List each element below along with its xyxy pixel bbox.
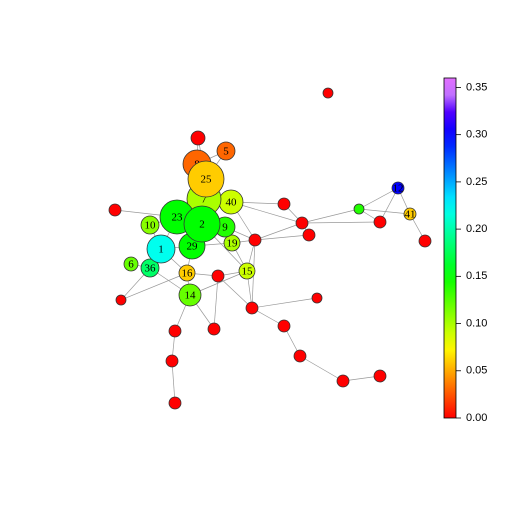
node-label: 25 bbox=[201, 174, 213, 186]
tick-label: 0.25 bbox=[466, 176, 487, 188]
tick-label: 0.35 bbox=[466, 81, 487, 93]
node bbox=[277, 197, 291, 211]
tick-label: 0.20 bbox=[466, 223, 487, 235]
node bbox=[140, 258, 160, 278]
edge bbox=[120, 272, 188, 301]
node bbox=[245, 301, 259, 315]
node bbox=[178, 283, 202, 307]
node-label: 2 bbox=[199, 219, 205, 231]
edge bbox=[301, 221, 381, 224]
node bbox=[373, 215, 387, 229]
node-label: 1 bbox=[158, 244, 164, 256]
node-label: 14 bbox=[185, 290, 197, 302]
edge bbox=[171, 360, 176, 404]
node bbox=[190, 130, 206, 146]
node bbox=[187, 160, 225, 198]
edge bbox=[213, 275, 219, 330]
node bbox=[216, 141, 236, 161]
node bbox=[295, 216, 309, 230]
node bbox=[373, 369, 387, 383]
tick-label: 0.15 bbox=[466, 270, 487, 282]
node bbox=[248, 233, 262, 247]
node bbox=[336, 374, 350, 388]
node-label: 15 bbox=[242, 266, 254, 278]
node-label: 9 bbox=[222, 222, 228, 234]
node bbox=[238, 262, 256, 280]
edges bbox=[114, 137, 426, 404]
colorbar-axis: 0.00 0.05 0.10 0.15 0.20 0.25 0.30 0.35 bbox=[456, 81, 487, 424]
node-label: 7 bbox=[201, 194, 207, 206]
tick-label: 0.10 bbox=[466, 317, 487, 329]
node bbox=[168, 324, 182, 338]
node-label: 29 bbox=[187, 241, 199, 253]
node bbox=[108, 203, 122, 217]
node-label: 41 bbox=[405, 209, 416, 221]
node bbox=[302, 228, 316, 242]
node-label: 16 bbox=[182, 268, 194, 280]
node bbox=[391, 181, 405, 195]
nodes: 1241619161551036914402981723252 bbox=[108, 87, 432, 410]
node bbox=[183, 205, 221, 243]
node bbox=[115, 294, 127, 306]
node-label: 19 bbox=[227, 238, 239, 250]
edge bbox=[251, 297, 318, 309]
edge bbox=[299, 355, 344, 382]
node-label: 12 bbox=[393, 183, 404, 195]
edge bbox=[217, 275, 253, 309]
tick-label: 0.30 bbox=[466, 129, 487, 141]
edge bbox=[254, 222, 303, 241]
node bbox=[140, 215, 160, 235]
node bbox=[293, 349, 307, 363]
colorbar bbox=[443, 77, 457, 419]
node bbox=[322, 87, 334, 99]
node bbox=[168, 396, 182, 410]
node bbox=[146, 234, 176, 264]
node-label: 36 bbox=[145, 263, 157, 275]
node bbox=[223, 234, 241, 252]
node-label: 5 bbox=[223, 146, 229, 158]
node bbox=[123, 256, 139, 272]
node-label: 6 bbox=[128, 259, 134, 271]
tick-label: 0.05 bbox=[466, 365, 487, 377]
edge bbox=[301, 208, 360, 224]
node bbox=[311, 292, 323, 304]
edge bbox=[358, 208, 411, 215]
node-label: 10 bbox=[145, 220, 157, 232]
node bbox=[165, 354, 179, 368]
node bbox=[277, 319, 291, 333]
node-label: 40 bbox=[226, 197, 238, 209]
node bbox=[211, 269, 225, 283]
edge bbox=[358, 187, 399, 210]
edge bbox=[254, 234, 310, 241]
node bbox=[207, 322, 221, 336]
node bbox=[403, 207, 417, 221]
tick-label: 0.00 bbox=[466, 412, 487, 424]
node bbox=[178, 264, 196, 282]
node-label: 23 bbox=[172, 212, 184, 224]
edge bbox=[379, 187, 399, 223]
node bbox=[353, 203, 365, 215]
node bbox=[418, 234, 432, 248]
